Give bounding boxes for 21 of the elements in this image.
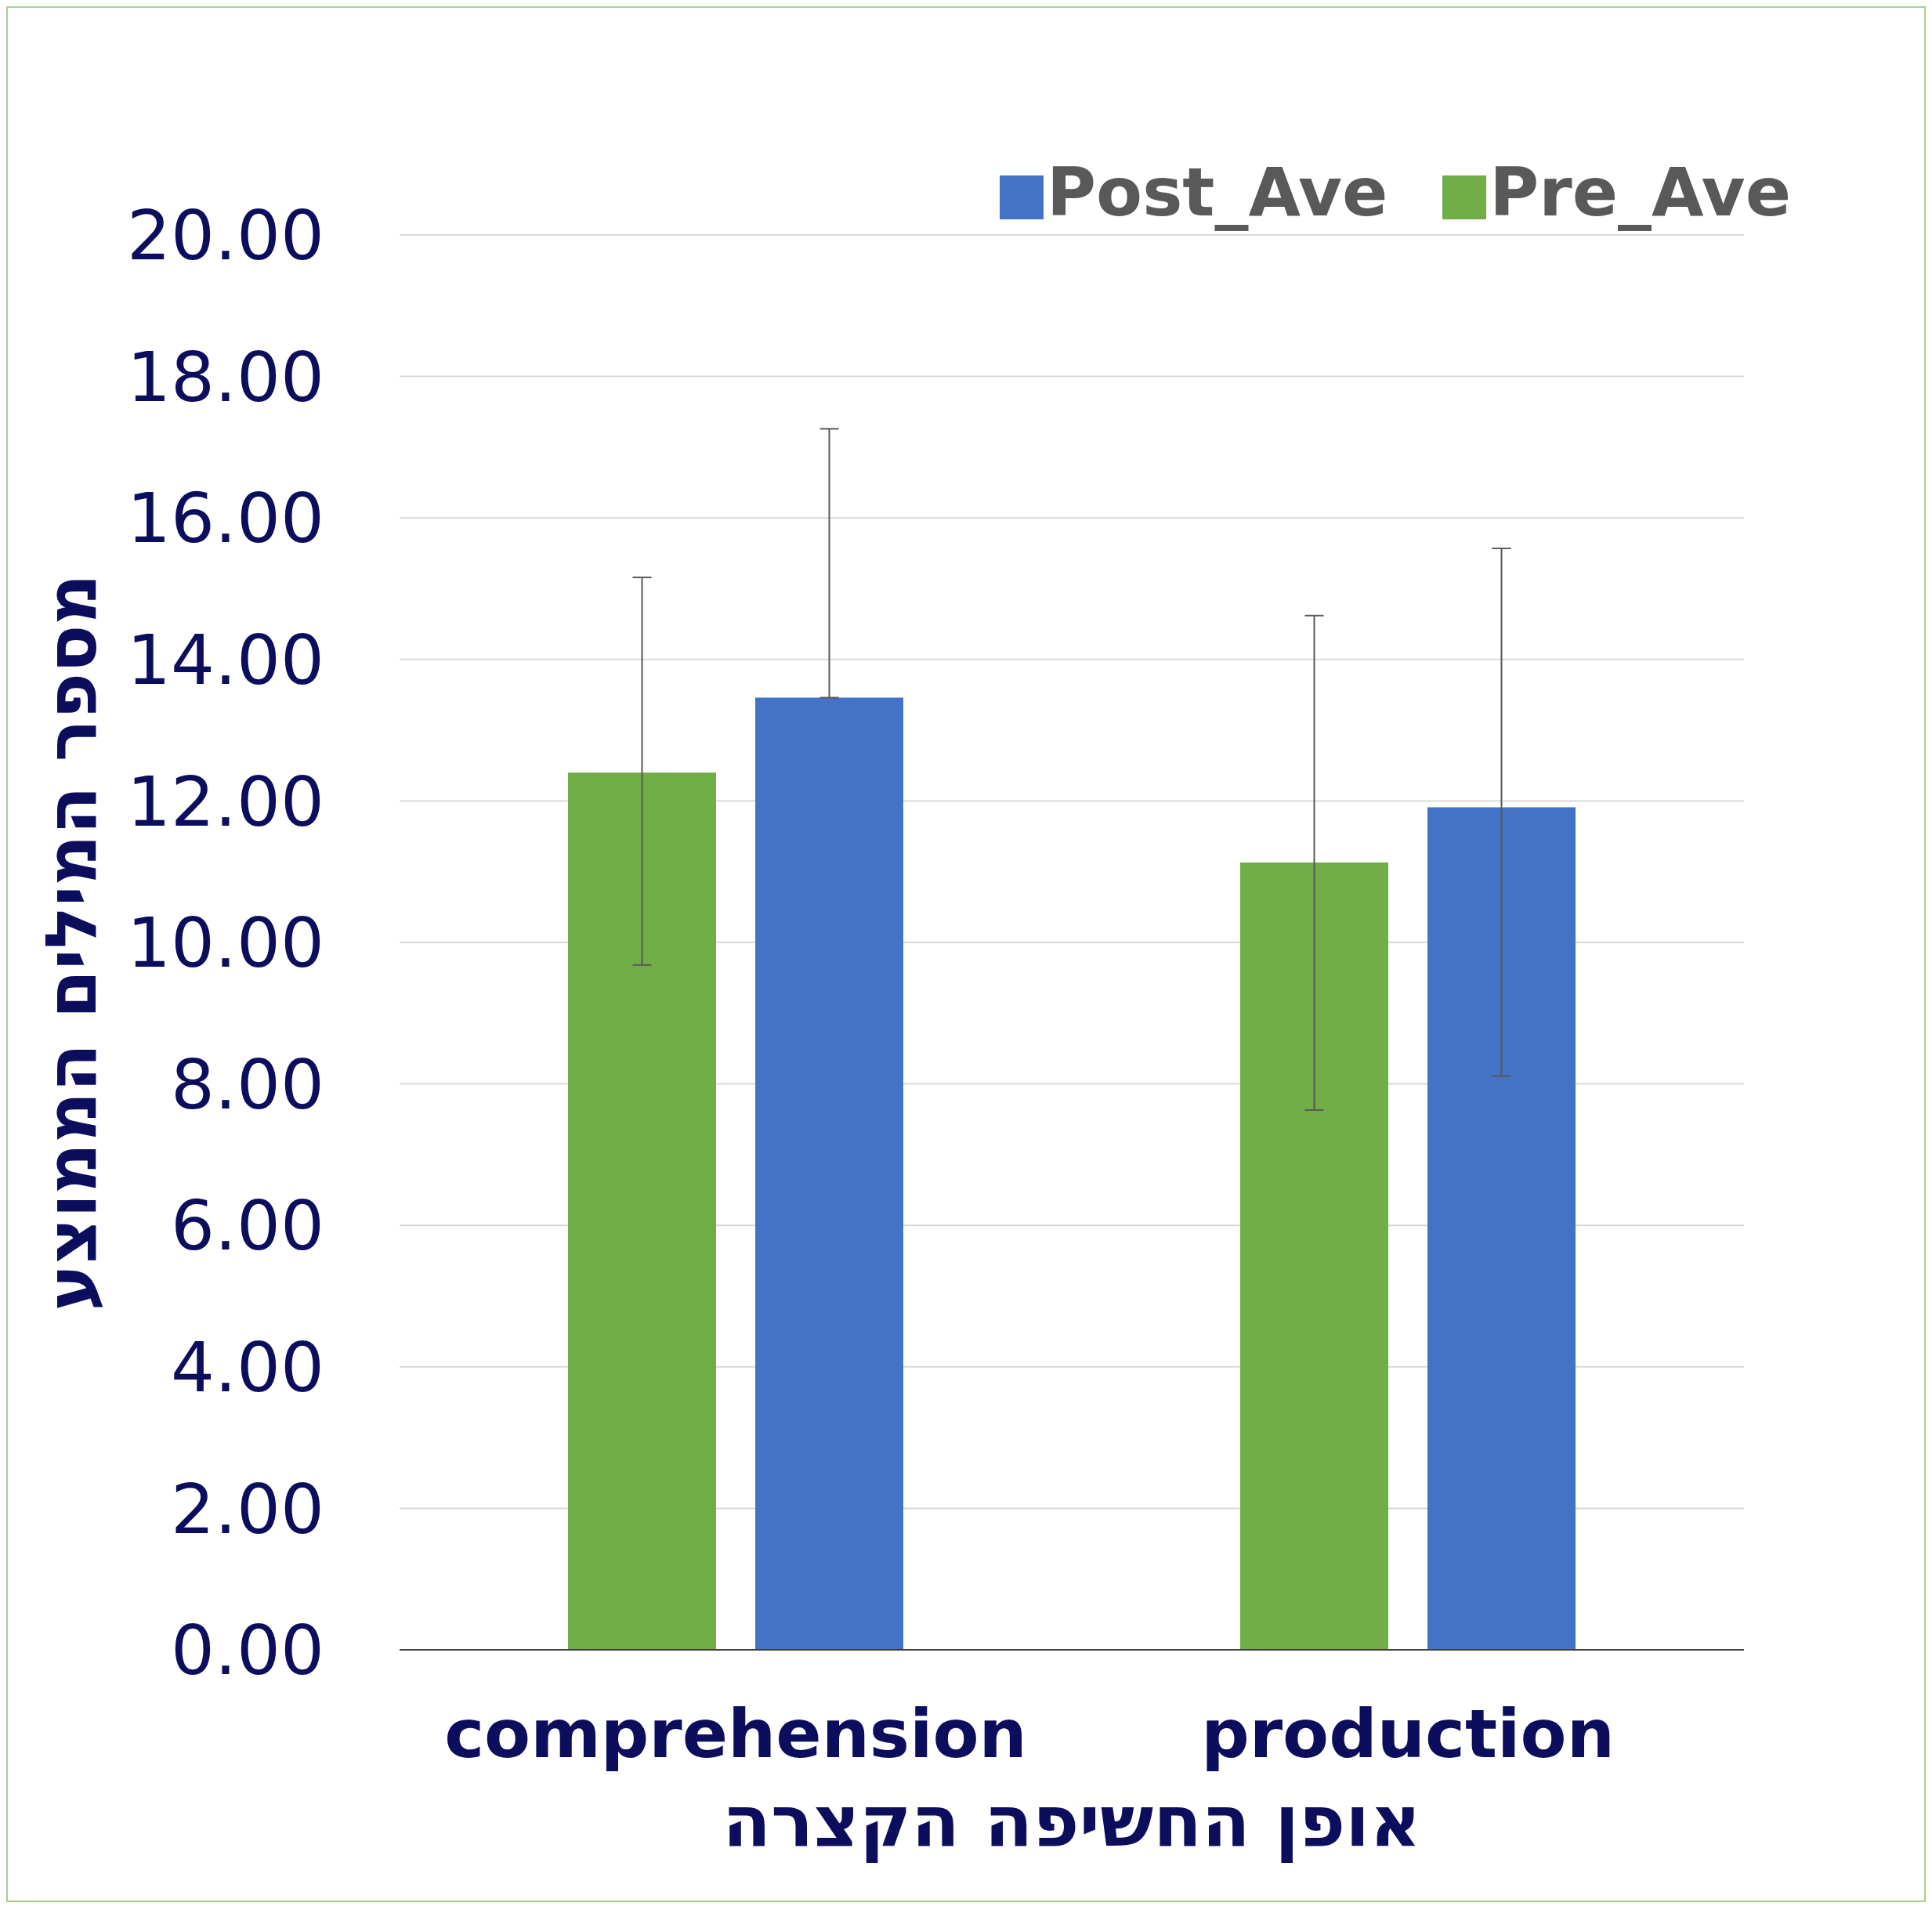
bar [755,697,903,1650]
bar [1240,862,1388,1650]
y-tick-label: 20.00 [127,195,324,277]
y-tick-label: 10.00 [127,902,324,984]
y-tick-label: 8.00 [171,1043,324,1125]
y-axis-title: מספר המילים הממוצע [29,573,112,1311]
y-tick-label: 0.00 [171,1610,324,1691]
y-tick-label: 18.00 [127,336,324,418]
x-tick-label: production [1201,1694,1615,1774]
y-tick-label: 14.00 [127,620,324,701]
bar [1427,807,1576,1650]
bar [568,772,716,1650]
legend-label: Post_Ave [1047,153,1388,231]
x-tick-label: comprehension [444,1694,1027,1774]
y-tick-label: 6.00 [171,1185,324,1267]
y-tick-label: 4.00 [171,1327,324,1409]
x-axis-title: אופן החשיפה הקצרה [722,1780,1421,1863]
y-tick-label: 2.00 [171,1468,324,1550]
legend-label: Pre_Ave [1489,153,1791,231]
y-tick-label: 12.00 [127,761,324,842]
y-tick-label: 16.00 [127,478,324,559]
